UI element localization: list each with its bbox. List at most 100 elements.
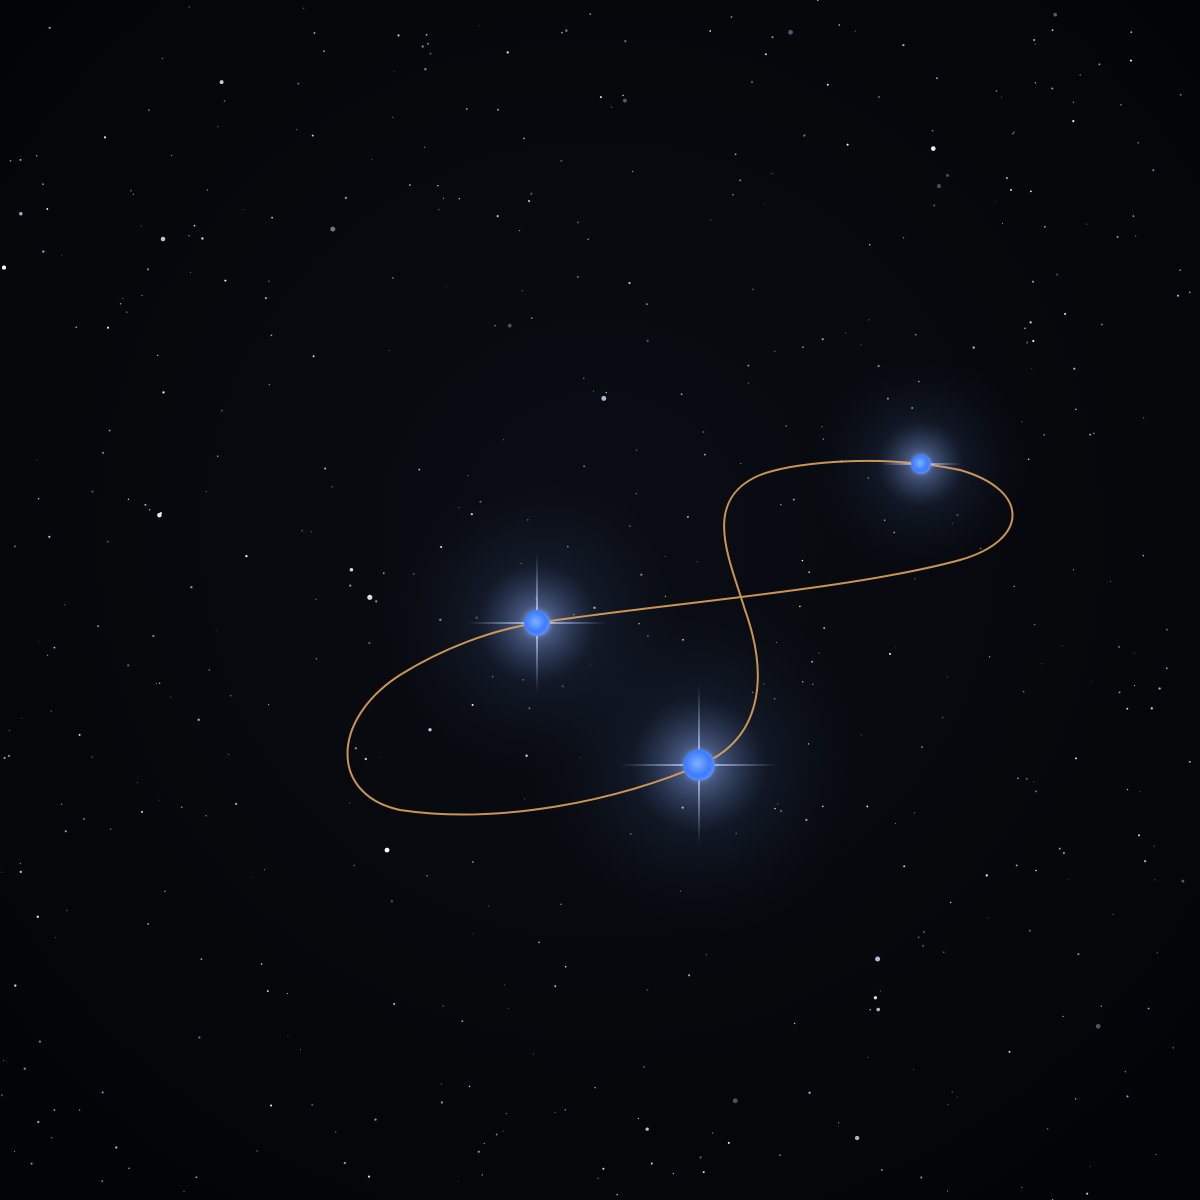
- background-star: [477, 1150, 480, 1153]
- background-star: [424, 68, 427, 71]
- background-star: [936, 184, 942, 189]
- background-star: [1033, 781, 1035, 783]
- background-star: [331, 486, 333, 488]
- background-star: [780, 504, 782, 506]
- background-star: [364, 757, 367, 761]
- star-a: [467, 553, 607, 693]
- background-star: [50, 1136, 53, 1139]
- background-star: [1139, 791, 1141, 792]
- background-star: [785, 425, 787, 427]
- background-star: [774, 350, 776, 352]
- background-star: [583, 465, 585, 468]
- background-star: [946, 173, 949, 177]
- background-star: [949, 901, 952, 904]
- background-star: [1079, 74, 1081, 76]
- background-star: [1074, 1098, 1077, 1100]
- background-star: [438, 209, 440, 211]
- background-star: [128, 1167, 130, 1169]
- background-star: [646, 989, 649, 991]
- background-star: [158, 682, 161, 684]
- background-star: [1043, 434, 1046, 436]
- background-star: [732, 193, 734, 196]
- background-star: [379, 756, 381, 758]
- background-star: [260, 963, 263, 965]
- background-star: [801, 559, 804, 562]
- background-star: [1073, 367, 1076, 370]
- background-star: [1179, 269, 1181, 271]
- background-star: [180, 806, 183, 808]
- background-star: [1074, 757, 1078, 760]
- background-star: [1110, 581, 1111, 582]
- background-star: [374, 1118, 377, 1121]
- background-star: [234, 802, 238, 806]
- background-star: [1021, 1187, 1023, 1188]
- background-star: [344, 196, 348, 200]
- background-star: [13, 1150, 15, 1152]
- background-star: [1091, 680, 1093, 682]
- background-star: [902, 43, 905, 47]
- background-star: [224, 279, 227, 282]
- background-star: [956, 1096, 959, 1098]
- background-star: [817, 0, 819, 1]
- background-star: [1158, 687, 1161, 690]
- background-star: [483, 1142, 486, 1145]
- background-star: [1062, 1015, 1064, 1018]
- background-star: [502, 1130, 504, 1132]
- background-star: [583, 377, 585, 379]
- background-star: [468, 1085, 471, 1088]
- background-star: [35, 154, 38, 157]
- background-star: [48, 535, 51, 538]
- background-star: [867, 1056, 869, 1058]
- background-star: [879, 990, 881, 992]
- background-star: [19, 862, 22, 865]
- background-star: [91, 756, 94, 758]
- background-star: [61, 803, 63, 805]
- background-star: [914, 333, 917, 336]
- background-star: [538, 941, 540, 944]
- background-star: [36, 915, 39, 918]
- background-star: [353, 864, 355, 867]
- background-star: [200, 958, 203, 961]
- background-star: [393, 71, 395, 72]
- background-star: [635, 449, 638, 451]
- background-star: [1181, 879, 1185, 883]
- background-star: [523, 137, 525, 140]
- background-star: [821, 338, 824, 341]
- background-star: [727, 1141, 730, 1144]
- background-star: [610, 106, 613, 108]
- background-star: [792, 498, 795, 501]
- background-star: [1134, 235, 1137, 237]
- background-star: [297, 82, 300, 85]
- background-star: [622, 94, 624, 97]
- background-star: [1112, 913, 1114, 916]
- background-star: [126, 311, 128, 313]
- background-star: [481, 1174, 483, 1176]
- background-star: [1089, 433, 1092, 436]
- background-star: [587, 238, 589, 241]
- background-star: [37, 498, 40, 500]
- background-star: [1142, 555, 1145, 557]
- background-star: [1040, 663, 1042, 665]
- background-star: [935, 77, 938, 80]
- background-star: [7, 754, 11, 758]
- background-star: [1100, 1005, 1102, 1007]
- background-star: [866, 805, 869, 808]
- background-star: [577, 221, 579, 224]
- background-star: [1124, 1071, 1127, 1073]
- background-star: [1137, 834, 1141, 837]
- background-star: [994, 200, 996, 202]
- background-star: [788, 29, 793, 35]
- background-star: [330, 226, 336, 232]
- background-star: [495, 1133, 498, 1136]
- background-star: [190, 271, 192, 273]
- background-star: [144, 503, 147, 506]
- background-star: [876, 1007, 880, 1012]
- background-star: [505, 1112, 508, 1115]
- background-star: [680, 393, 683, 396]
- background-star: [702, 1171, 705, 1174]
- background-star: [605, 391, 608, 394]
- background-star: [1093, 432, 1095, 434]
- background-star: [616, 1193, 618, 1196]
- background-star: [42, 250, 45, 253]
- background-star: [860, 344, 862, 346]
